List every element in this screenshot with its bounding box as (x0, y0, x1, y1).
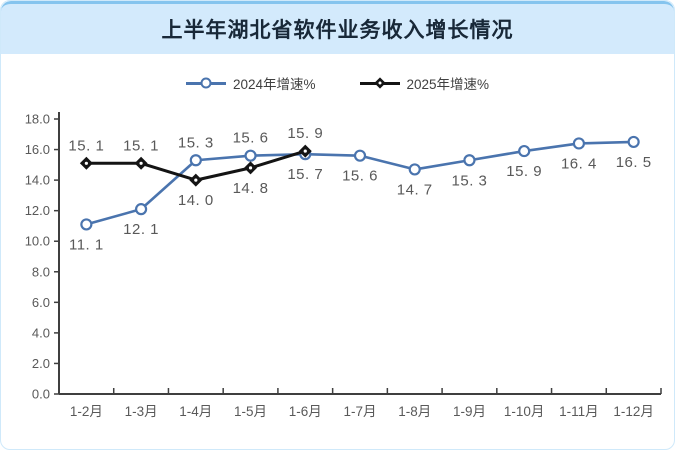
x-tick-label: 1-12月 (613, 404, 654, 419)
y-tick-label: 2.0 (32, 356, 50, 371)
legend: 2024年增速% 2025年增速% (1, 74, 674, 92)
data-label: 15. 1 (123, 137, 159, 154)
y-tick-label: 14.0 (25, 173, 50, 188)
data-label: 12. 1 (123, 221, 159, 238)
y-tick-label: 6.0 (32, 295, 50, 310)
x-tick-label: 1-6月 (289, 404, 322, 419)
y-tick-label: 0.0 (32, 387, 50, 402)
circle-marker-icon (627, 135, 640, 149)
circle-marker-icon (408, 163, 421, 176)
diamond-marker-icon (359, 77, 400, 90)
x-tick-label: 1-11月 (559, 404, 599, 419)
y-tick-label: 12.0 (25, 203, 50, 218)
data-label: 15. 3 (178, 134, 214, 151)
data-label: 15. 7 (287, 166, 323, 183)
data-label: 14. 0 (178, 192, 214, 209)
chart-title-bar: 上半年湖北省软件业务收入增长情况 (1, 1, 674, 54)
x-tick-label: 1-7月 (343, 404, 376, 419)
legend-item-0: 2024年增速% (185, 73, 316, 93)
circle-marker-icon (189, 154, 202, 167)
y-tick-label: 4.0 (32, 325, 50, 340)
data-label: 14. 8 (233, 180, 269, 197)
data-label: 15. 1 (68, 137, 104, 154)
x-tick-label: 1-10月 (504, 404, 545, 419)
legend-item-1: 2025年增速% (359, 73, 490, 93)
x-tick-label: 1-3月 (125, 404, 158, 419)
y-tick-label: 16.0 (25, 142, 50, 157)
page-title: 上半年湖北省软件业务收入增长情况 (161, 19, 514, 42)
y-tick-label: 8.0 (32, 264, 50, 279)
circle-marker-icon (353, 149, 367, 162)
data-label: 15. 3 (452, 172, 488, 189)
circle-marker-icon (463, 154, 476, 167)
x-tick-label: 1-5月 (234, 404, 267, 419)
circle-marker-icon (518, 144, 531, 158)
legend-label: 2025年增速% (406, 77, 490, 92)
x-tick-label: 1-2月 (70, 404, 103, 419)
diamond-marker-dot (303, 149, 307, 153)
circle-marker-icon (185, 77, 226, 90)
data-label: 15. 9 (506, 163, 542, 180)
y-tick-label: 18.0 (25, 112, 50, 127)
x-tick-label: 1-4月 (179, 404, 212, 419)
data-label: 15. 9 (287, 125, 323, 142)
circle-marker-icon (80, 218, 93, 231)
diamond-marker-dot (194, 178, 198, 182)
circle-marker-icon (572, 137, 586, 150)
data-label: 14. 7 (397, 181, 433, 198)
y-tick-label: 10.0 (25, 234, 50, 249)
circle-marker-icon (134, 203, 148, 216)
data-label: 15. 6 (342, 168, 378, 185)
x-tick-label: 1-9月 (453, 404, 486, 419)
legend-label: 2024年增速% (232, 77, 316, 92)
x-tick-label: 1-8月 (398, 404, 431, 419)
diamond-marker-dot (248, 166, 253, 170)
plot-svg: 0.0 2.0 4.0 6.0 8.0 10.0 12.0 14.0 16.0 18.0 1-2月 1… (25, 112, 662, 419)
diamond-marker-dot (84, 161, 88, 165)
data-label: 15. 6 (233, 130, 269, 147)
diamond-marker-dot (139, 161, 143, 165)
circle-marker-icon (244, 149, 257, 162)
data-label: 16. 5 (616, 154, 652, 171)
data-label: 16. 4 (561, 155, 597, 172)
data-label: 11. 1 (69, 236, 104, 253)
